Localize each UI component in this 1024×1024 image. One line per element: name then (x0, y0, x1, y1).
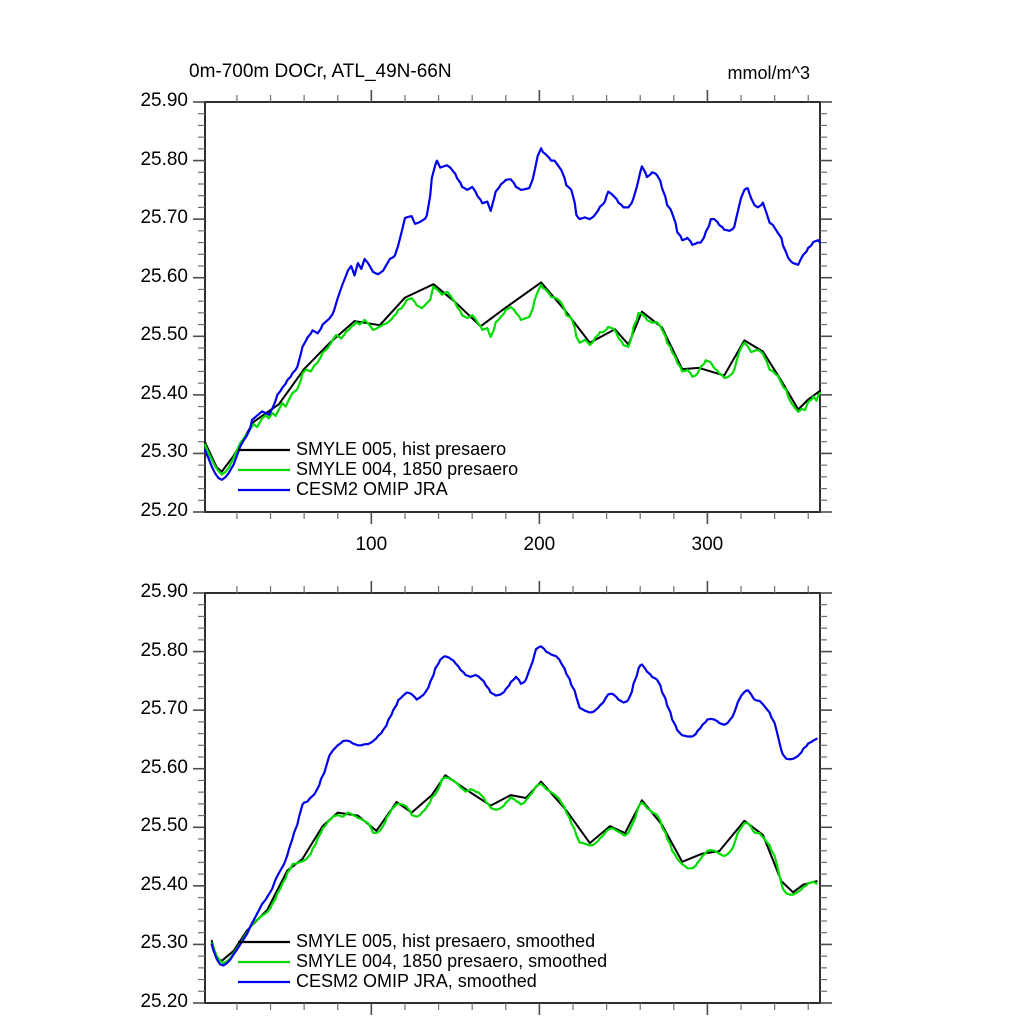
y-axis-tick-label: 25.20 (140, 500, 188, 521)
legend-label-smyle-004: SMYLE 004, 1850 presaero (296, 459, 519, 479)
y-axis-tick-label: 25.20 (140, 991, 188, 1012)
y-axis-tick-label: 25.60 (140, 756, 188, 778)
x-axis-tick-label: 200 (523, 534, 556, 555)
y-axis-tick-label: 25.50 (140, 324, 188, 346)
series-line-smyle-004-1850-presaero-smoothed (210, 776, 818, 965)
y-axis-tick-label: 25.50 (140, 815, 188, 837)
y-axis-tick-label: 25.30 (140, 932, 188, 954)
y-axis-tick-label: 25.40 (140, 873, 188, 895)
x-axis-tick-label: 300 (691, 534, 724, 555)
y-axis-tick-label: 25.90 (140, 581, 188, 602)
series-line-cesm2-omip-jra-smoothed (210, 645, 818, 967)
y-axis-tick-label: 25.40 (140, 382, 188, 404)
legend-label-cesm2-omip-jra-smoothed: CESM2 OMIP JRA, smoothed (296, 971, 537, 991)
panel-frame (204, 101, 821, 513)
x-axis-tick-label: 100 (355, 534, 388, 555)
y-axis-tick-label: 25.60 (140, 265, 188, 287)
legend-label-smyle-005: SMYLE 005, hist presaero (296, 439, 507, 459)
series-line-smyle-005-hist-presaero-smoothed (210, 774, 818, 962)
y-axis-tick-label: 25.80 (140, 148, 188, 170)
panel-frame (204, 592, 821, 1004)
y-axis-tick-label: 25.90 (140, 90, 188, 111)
units-label: mmol/m^3 (727, 63, 810, 83)
chart-title: 0m-700m DOCr, ATL_49N-66N (189, 61, 452, 82)
legend-label-smyle-004-smoothed: SMYLE 004, 1850 presaero, smoothed (296, 951, 608, 971)
series-line-smyle-005-hist-presaero (204, 281, 821, 473)
legend-label-smyle-005-smoothed: SMYLE 005, hist presaero, smoothed (296, 931, 596, 951)
legend-label-cesm2-omip-jra: CESM2 OMIP JRA (296, 479, 448, 499)
y-axis-tick-label: 25.70 (140, 207, 188, 229)
series-line-cesm2-omip-jra (203, 147, 822, 481)
y-axis-tick-label: 25.80 (140, 639, 188, 661)
series-line-smyle-004-1850-presaero (203, 283, 822, 476)
y-axis-tick-label: 25.30 (140, 441, 188, 463)
y-axis-tick-label: 25.70 (140, 698, 188, 720)
